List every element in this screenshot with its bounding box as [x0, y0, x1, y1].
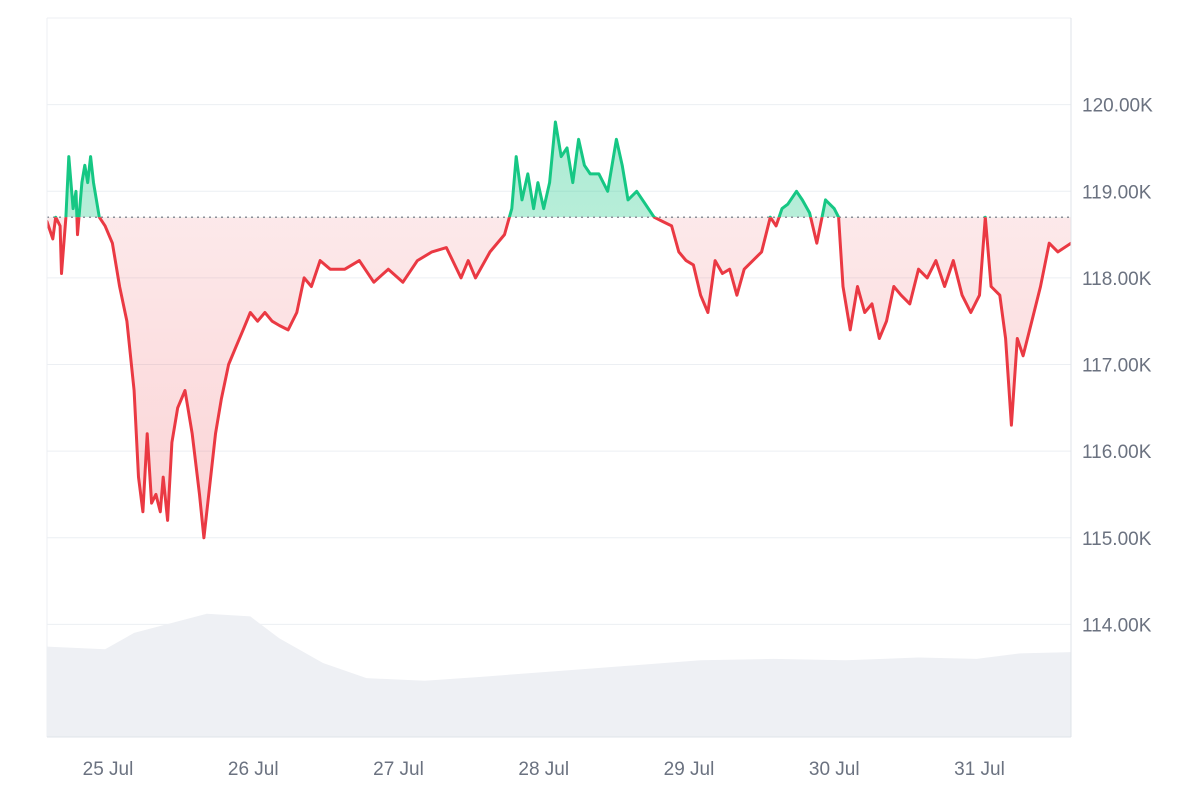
x-tick-label: 27 Jul — [373, 759, 424, 780]
y-axis-labels: 120.00K 119.00K 118.00K 117.00K 116.00K 115.0… — [1082, 96, 1153, 637]
y-tick-label: 117.00K — [1082, 356, 1152, 377]
price-line-above-baseline — [54, 120, 987, 218]
x-tick-label: 30 Jul — [809, 759, 860, 780]
x-axis-labels: 25 Jul 26 Jul 27 Jul 28 Jul 29 Jul 30 Jul 31 J… — [83, 759, 1005, 780]
y-tick-label: 116.00K — [1082, 442, 1152, 463]
y-tick-label: 114.00K — [1082, 615, 1152, 636]
price-area-below-baseline — [47, 217, 1071, 538]
volume-area-group — [47, 613, 1071, 737]
x-tick-label: 31 Jul — [954, 759, 1005, 780]
x-tick-label: 25 Jul — [83, 759, 134, 780]
price-area-group — [47, 122, 1071, 538]
x-tick-label: 29 Jul — [664, 759, 715, 780]
axes — [46, 17, 1072, 738]
y-tick-label: 118.00K — [1082, 269, 1152, 290]
volume-area — [47, 613, 1071, 737]
price-line-below-baseline — [47, 217, 1071, 540]
price-line-group — [47, 120, 1071, 540]
x-tick-label: 26 Jul — [228, 759, 279, 780]
y-tick-label: 115.00K — [1082, 529, 1152, 550]
y-tick-label: 119.00K — [1082, 182, 1152, 203]
x-tick-label: 28 Jul — [518, 759, 569, 780]
y-tick-label: 120.00K — [1082, 96, 1153, 117]
